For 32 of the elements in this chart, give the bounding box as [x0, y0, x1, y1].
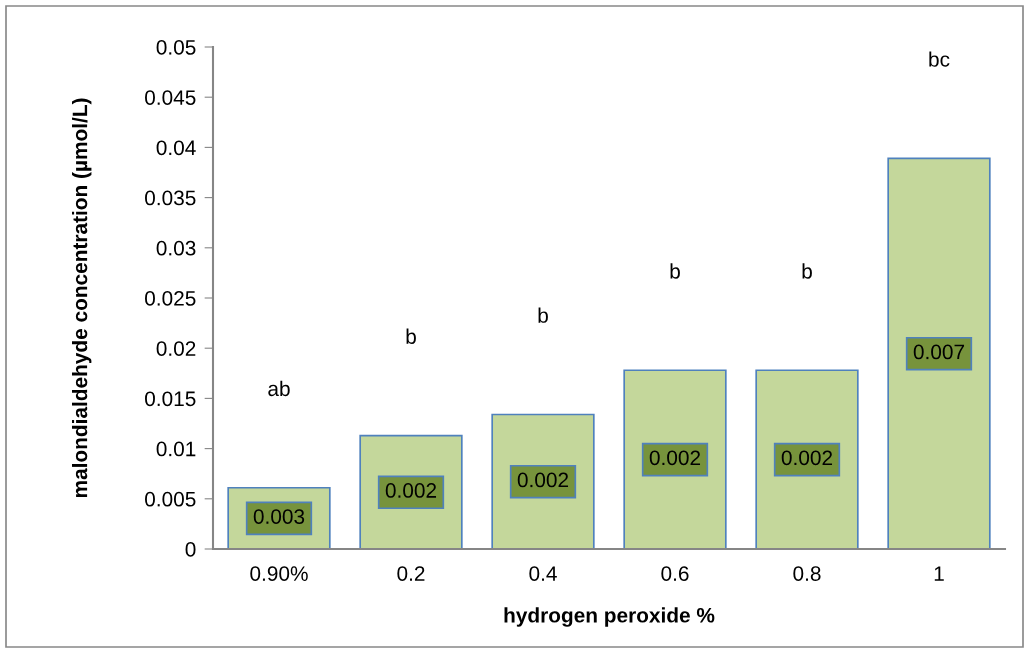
- y-tick-label: 0.02: [156, 341, 196, 356]
- y-tick-label: 0.035: [145, 190, 196, 206]
- annotation: b: [670, 263, 680, 279]
- annotation: ab: [268, 380, 290, 397]
- y-tick-label: 0.045: [145, 90, 196, 105]
- annotation: b: [802, 263, 812, 279]
- y-tick-label: 0.025: [145, 291, 196, 306]
- annotation: b: [406, 328, 416, 344]
- annotation: 0.002: [517, 472, 569, 488]
- x-axis-title: hydrogen peroxide %: [504, 607, 715, 627]
- annotation: b: [538, 307, 548, 323]
- y-tick-label: 0.005: [145, 491, 196, 507]
- x-tick-label: 0.90%: [250, 566, 308, 581]
- x-tick-label: 0.8: [793, 566, 821, 581]
- x-tick-label: 0.6: [661, 566, 689, 581]
- y-tick-label: 0.05: [156, 40, 196, 55]
- annotation: bc: [929, 51, 950, 67]
- annotation: 0.007: [913, 344, 965, 360]
- x-tick-label: 0.2: [397, 566, 425, 581]
- y-tick-label: 0.03: [156, 240, 196, 256]
- y-axis-title: malondialdehyde concentration (µmol/L): [72, 98, 92, 498]
- annotation: 0.002: [649, 450, 701, 466]
- y-tick-label: 0.01: [156, 441, 196, 457]
- annotation: 0.002: [781, 450, 833, 466]
- annotation: 0.003: [253, 509, 305, 524]
- x-tick-label: 0.4: [529, 566, 557, 581]
- y-tick-label: 0.015: [145, 391, 196, 407]
- bar: [887, 157, 991, 549]
- y-tick-label: 0: [185, 542, 196, 557]
- x-tick-label: 1: [934, 566, 944, 581]
- annotation: 0.002: [385, 483, 437, 498]
- y-tick-label: 0.04: [156, 140, 196, 156]
